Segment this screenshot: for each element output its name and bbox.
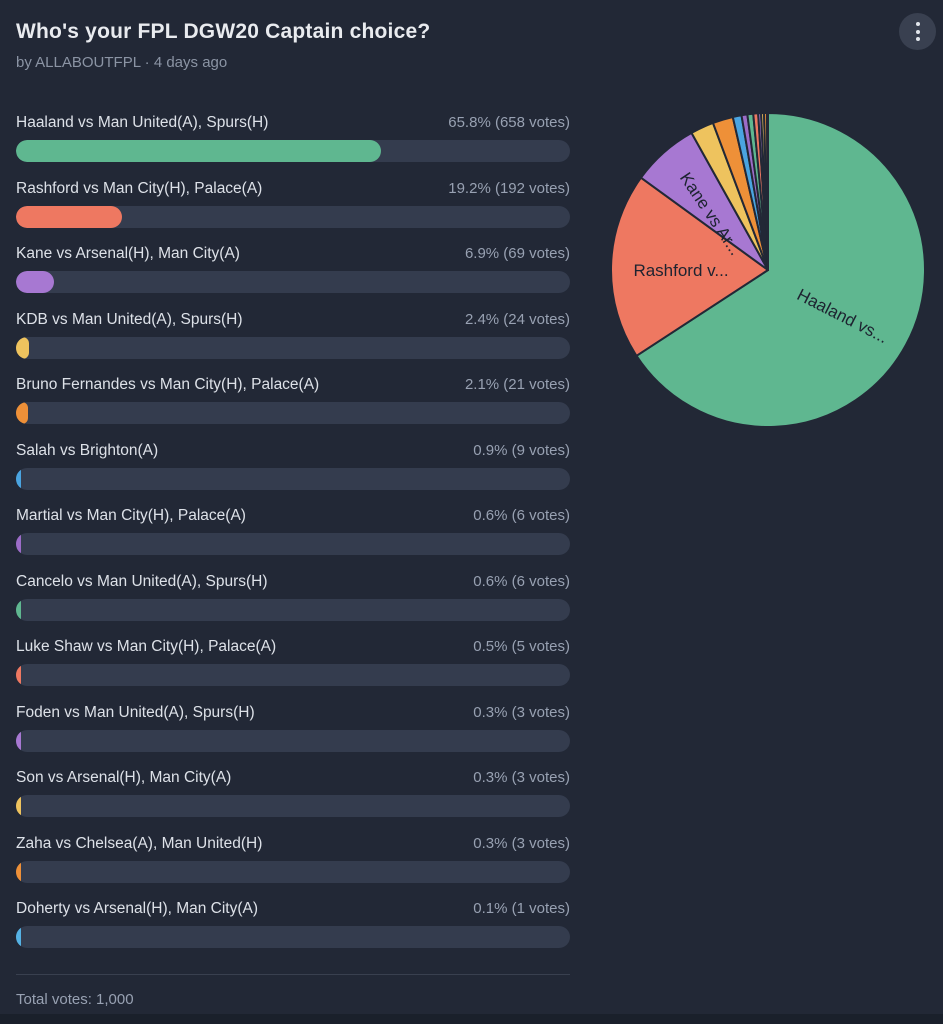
poll-option-row: Luke Shaw vs Man City(H), Palace(A) 0.5% …	[16, 636, 570, 686]
poll-option-label: Rashford vs Man City(H), Palace(A)	[16, 179, 263, 197]
poll-option-fill	[16, 205, 123, 228]
pie-slice	[766, 111, 769, 271]
poll-option-value: 0.6% (6 votes)	[473, 507, 570, 524]
poll-option-label: Bruno Fernandes vs Man City(H), Palace(A…	[16, 376, 320, 393]
pie-slice	[610, 176, 769, 357]
poll-option-label: Cancelo vs Man United(A), Spurs(H)	[16, 572, 268, 590]
poll-option-value: 0.9% (9 votes)	[473, 441, 570, 459]
poll-option-track	[16, 795, 570, 817]
pie-slice-label: Rashford v...	[633, 261, 728, 280]
poll-option-row: Kane vs Arsenal(H), Man City(A) 6.9% (69 …	[16, 243, 570, 293]
poll-option-fill	[16, 860, 21, 883]
poll-option-row: Cancelo vs Man United(A), Spurs(H) 0.6% (…	[16, 571, 570, 621]
poll-option-label: Martial vs Man City(H), Palace(A)	[16, 507, 246, 524]
poll-option-value: 2.1% (21 votes)	[464, 376, 570, 393]
poll-option-label: Kane vs Arsenal(H), Man City(A)	[16, 245, 240, 262]
poll-option-row: Salah vs Brighton(A) 0.9% (9 votes)	[16, 440, 570, 490]
footer-divider	[16, 974, 570, 975]
poll-option-value: 6.9% (69 votes)	[464, 245, 570, 262]
poll-option-label: Luke Shaw vs Man City(H), Palace(A)	[16, 638, 277, 655]
poll-byline: by ALLABOUTFPL · 4 days ago	[16, 54, 228, 71]
poll-option-fill	[16, 795, 21, 817]
poll-option-fill	[16, 467, 21, 490]
poll-option-label: Foden vs Man United(A), Spurs(H)	[16, 703, 255, 721]
poll-option-track	[16, 729, 570, 752]
poll-option-track	[16, 664, 570, 686]
poll-option-value: 0.5% (5 votes)	[473, 638, 570, 655]
poll-option-track	[16, 140, 570, 162]
poll-option-track	[16, 271, 570, 293]
poll-option-track	[16, 402, 570, 424]
poll-option-row: Foden vs Man United(A), Spurs(H) 0.3% (3 …	[16, 702, 570, 752]
poll-option-row: Zaha vs Chelsea(A), Man United(H) 0.3% (3…	[16, 833, 570, 883]
poll-option-label: Son vs Arsenal(H), Man City(A)	[16, 769, 232, 786]
poll-option-track	[16, 860, 570, 883]
poll-option-label: KDB vs Man United(A), Spurs(H)	[16, 310, 243, 328]
poll-option-row: KDB vs Man United(A), Spurs(H) 2.4% (24 v…	[16, 309, 570, 359]
poll-option-label: Zaha vs Chelsea(A), Man United(H)	[16, 834, 263, 852]
poll-option-fill	[16, 598, 21, 621]
poll-option-label: Haaland vs Man United(A), Spurs(H)	[16, 114, 269, 131]
poll-option-value: 2.4% (24 votes)	[464, 310, 570, 328]
poll-option-value: 0.3% (3 votes)	[473, 769, 570, 786]
poll-option-fill	[16, 140, 381, 162]
poll-option-track	[16, 336, 570, 359]
poll-header: Who's your FPL DGW20 Captain choice? by …	[0, 0, 943, 71]
poll-option-fill	[16, 664, 21, 686]
pie-chart: Haaland vs...Rashford v...Kane vs Ar...	[610, 111, 927, 428]
poll-option-row: Son vs Arsenal(H), Man City(A) 0.3% (3 vo…	[16, 767, 570, 817]
poll-option-value: 19.2% (192 votes)	[448, 179, 570, 197]
poll-option-row: Doherty vs Arsenal(H), Man City(A) 0.1% (…	[16, 898, 570, 948]
poll-option-fill	[16, 271, 55, 293]
poll-option-label: Salah vs Brighton(A)	[16, 441, 159, 459]
poll-option-track	[16, 926, 570, 948]
poll-option-fill	[16, 729, 21, 752]
poll-option-row: Bruno Fernandes vs Man City(H), Palace(A…	[16, 374, 570, 424]
poll-option-track	[16, 598, 570, 621]
pie-slice	[635, 112, 927, 428]
poll-option-track	[16, 205, 570, 228]
poll-options-list: Haaland vs Man United(A), Spurs(H) 65.8% …	[16, 112, 570, 1008]
poll-option-track	[16, 467, 570, 490]
kebab-menu-icon	[915, 20, 920, 42]
poll-option-value: 65.8% (658 votes)	[448, 114, 570, 131]
poll-option-value: 0.3% (3 votes)	[473, 834, 570, 852]
poll-option-value: 0.1% (1 votes)	[473, 900, 570, 917]
poll-option-fill	[16, 336, 30, 359]
pie-chart-container: Haaland vs... Rashford v... Kane vs Ar...	[608, 110, 928, 430]
poll-option-row: Martial vs Man City(H), Palace(A) 0.6% (6…	[16, 505, 570, 555]
poll-option-fill	[16, 402, 28, 424]
poll-option-fill	[16, 533, 21, 555]
overflow-menu-button[interactable]	[899, 13, 936, 50]
poll-option-fill	[16, 926, 21, 948]
poll-option-value: 0.3% (3 votes)	[473, 703, 570, 721]
card-bottom-edge	[0, 1014, 943, 1024]
poll-option-row: Haaland vs Man United(A), Spurs(H) 65.8% …	[16, 112, 570, 162]
poll-option-label: Doherty vs Arsenal(H), Man City(A)	[16, 900, 259, 917]
total-votes: Total votes: 1,000	[16, 991, 134, 1008]
poll-option-value: 0.6% (6 votes)	[473, 572, 570, 590]
poll-option-row: Rashford vs Man City(H), Palace(A) 19.2% …	[16, 178, 570, 228]
poll-option-track	[16, 533, 570, 555]
page-title: Who's your FPL DGW20 Captain choice?	[16, 20, 431, 43]
